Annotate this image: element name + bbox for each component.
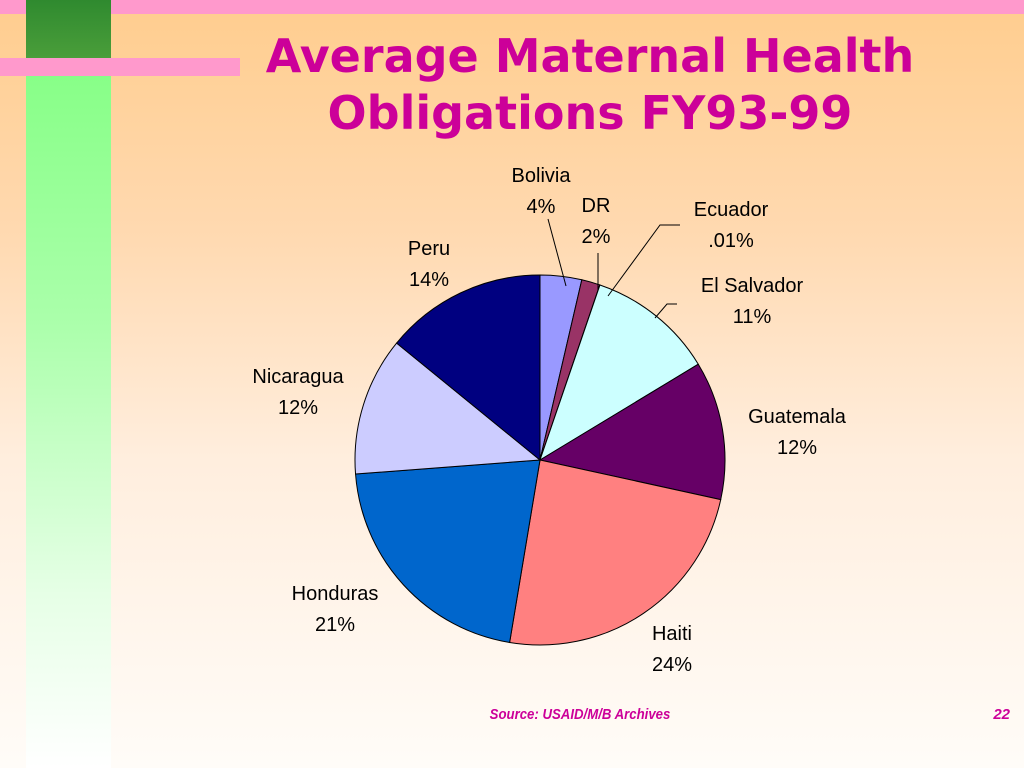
slice-percent-honduras: 21% [315,614,355,636]
pie-slice-el-salvador [539,284,699,462]
slice-percent-ecuador: .01% [708,230,754,252]
slice-name-peru: Peru [408,238,450,260]
page-number: 22 [993,706,1010,723]
slice-percent-nicaragua: 12% [278,397,318,419]
title-line-2: Obligations FY93-99 [327,86,853,140]
top-pink-band [0,0,1024,14]
slide-title: Average Maternal Health Obligations FY93… [200,28,980,142]
pie-slice-nicaragua [354,342,542,475]
pink-accent-bar [0,58,240,76]
slice-name-ecuador: Ecuador [694,199,769,221]
slice-name-bolivia: Bolivia [512,165,572,187]
slice-percent-haiti: 24% [652,654,692,676]
leader-line-el-salvador [654,303,677,319]
slice-percent-bolivia: 4% [527,196,556,218]
slice-percent-el-salvador: 11% [733,306,772,328]
slice-name-guatemala: Guatemala [748,406,847,428]
green-side-strip [26,76,111,768]
slice-name-haiti: Haiti [652,623,692,645]
slice-percent-guatemala: 12% [777,437,817,459]
slice-name-dr: DR [582,195,611,217]
slice-name-nicaragua: Nicaragua [252,366,344,388]
leader-line-bolivia [547,218,567,287]
pie-slice-peru [395,274,541,462]
slice-name-el-salvador: El Salvador [701,275,804,297]
slice-percent-peru: 14% [409,269,449,291]
pie-slice-guatemala [538,363,726,501]
leader-line-ecuador [607,224,680,297]
slice-percent-dr: 2% [582,226,611,248]
source-note: Source: USAID/M/B Archives [489,706,671,723]
pie-slice-haiti [509,459,722,646]
pie-slice-honduras [354,459,541,644]
title-line-1: Average Maternal Health [265,29,915,83]
slice-name-honduras: Honduras [292,583,379,605]
dark-green-block [26,0,111,58]
